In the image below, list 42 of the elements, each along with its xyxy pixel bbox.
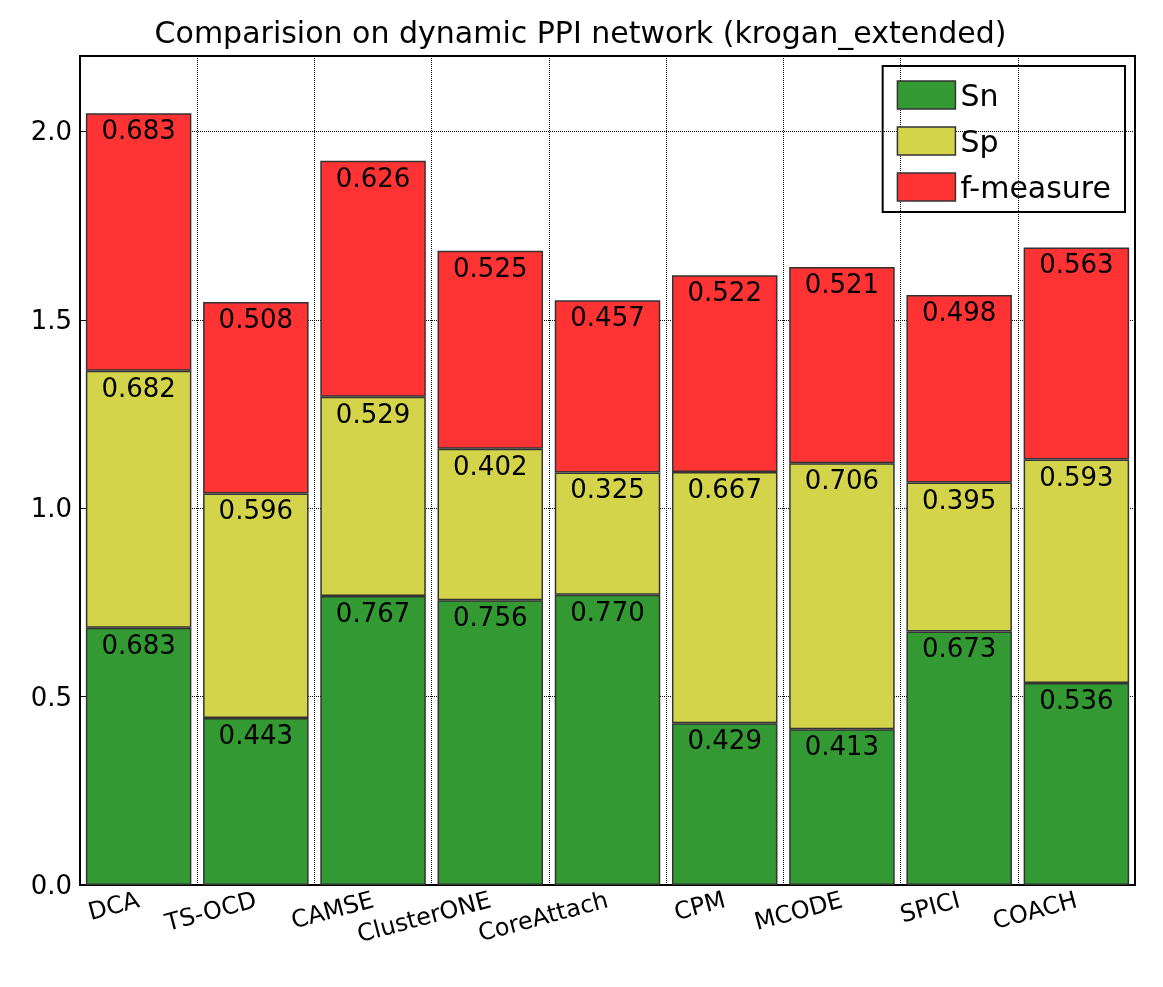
- data-label: 0.683: [101, 629, 176, 660]
- data-label: 0.767: [335, 597, 411, 628]
- data-label: 0.682: [101, 372, 176, 403]
- data-label: 0.673: [921, 633, 997, 664]
- data-label: 0.706: [804, 465, 880, 496]
- y-tick-label: 2.0: [30, 116, 72, 147]
- data-label: 0.770: [570, 596, 645, 627]
- data-label: 0.529: [335, 398, 411, 429]
- data-label: 0.413: [804, 731, 880, 762]
- data-label: 0.626: [335, 162, 411, 193]
- y-tick-label: 1.0: [30, 493, 72, 524]
- data-label: 0.683: [101, 115, 176, 146]
- data-label: 0.536: [1039, 685, 1114, 716]
- x-tick-label: MCODE: [751, 885, 846, 936]
- x-tick-label: DCA: [85, 885, 143, 926]
- x-tick-label: CPM: [670, 885, 729, 926]
- data-label: 0.525: [453, 252, 528, 283]
- data-label: 0.593: [1039, 461, 1114, 492]
- data-label: 0.563: [1039, 249, 1114, 280]
- data-label: 0.429: [687, 725, 762, 756]
- data-label: 0.756: [453, 602, 528, 633]
- data-label: 0.521: [804, 269, 880, 300]
- data-label: 0.508: [218, 304, 294, 335]
- data-label: 0.402: [453, 450, 528, 481]
- y-tick-label: 1.5: [30, 304, 72, 335]
- x-tick-label: COACH: [989, 885, 1081, 935]
- x-tick-label: SPICI: [896, 885, 963, 929]
- data-label: 0.395: [921, 484, 997, 515]
- data-label: 0.596: [218, 495, 294, 526]
- data-label: 0.443: [218, 720, 294, 751]
- legend-label: f-measure: [960, 169, 1112, 205]
- legend-label: Sp: [960, 123, 999, 159]
- x-tick-label: TS-OCD: [161, 885, 260, 937]
- data-label: 0.522: [687, 277, 762, 308]
- legend-label: Sn: [960, 77, 999, 113]
- y-tick-label: 0.5: [30, 681, 72, 712]
- data-label: 0.498: [921, 296, 997, 327]
- data-label: 0.457: [570, 302, 645, 333]
- chart-title: Comparision on dynamic PPI network (krogan_extended): [154, 14, 1007, 50]
- data-label: 0.667: [687, 474, 762, 505]
- data-label: 0.325: [570, 474, 645, 505]
- y-tick-label: 0.0: [30, 870, 72, 900]
